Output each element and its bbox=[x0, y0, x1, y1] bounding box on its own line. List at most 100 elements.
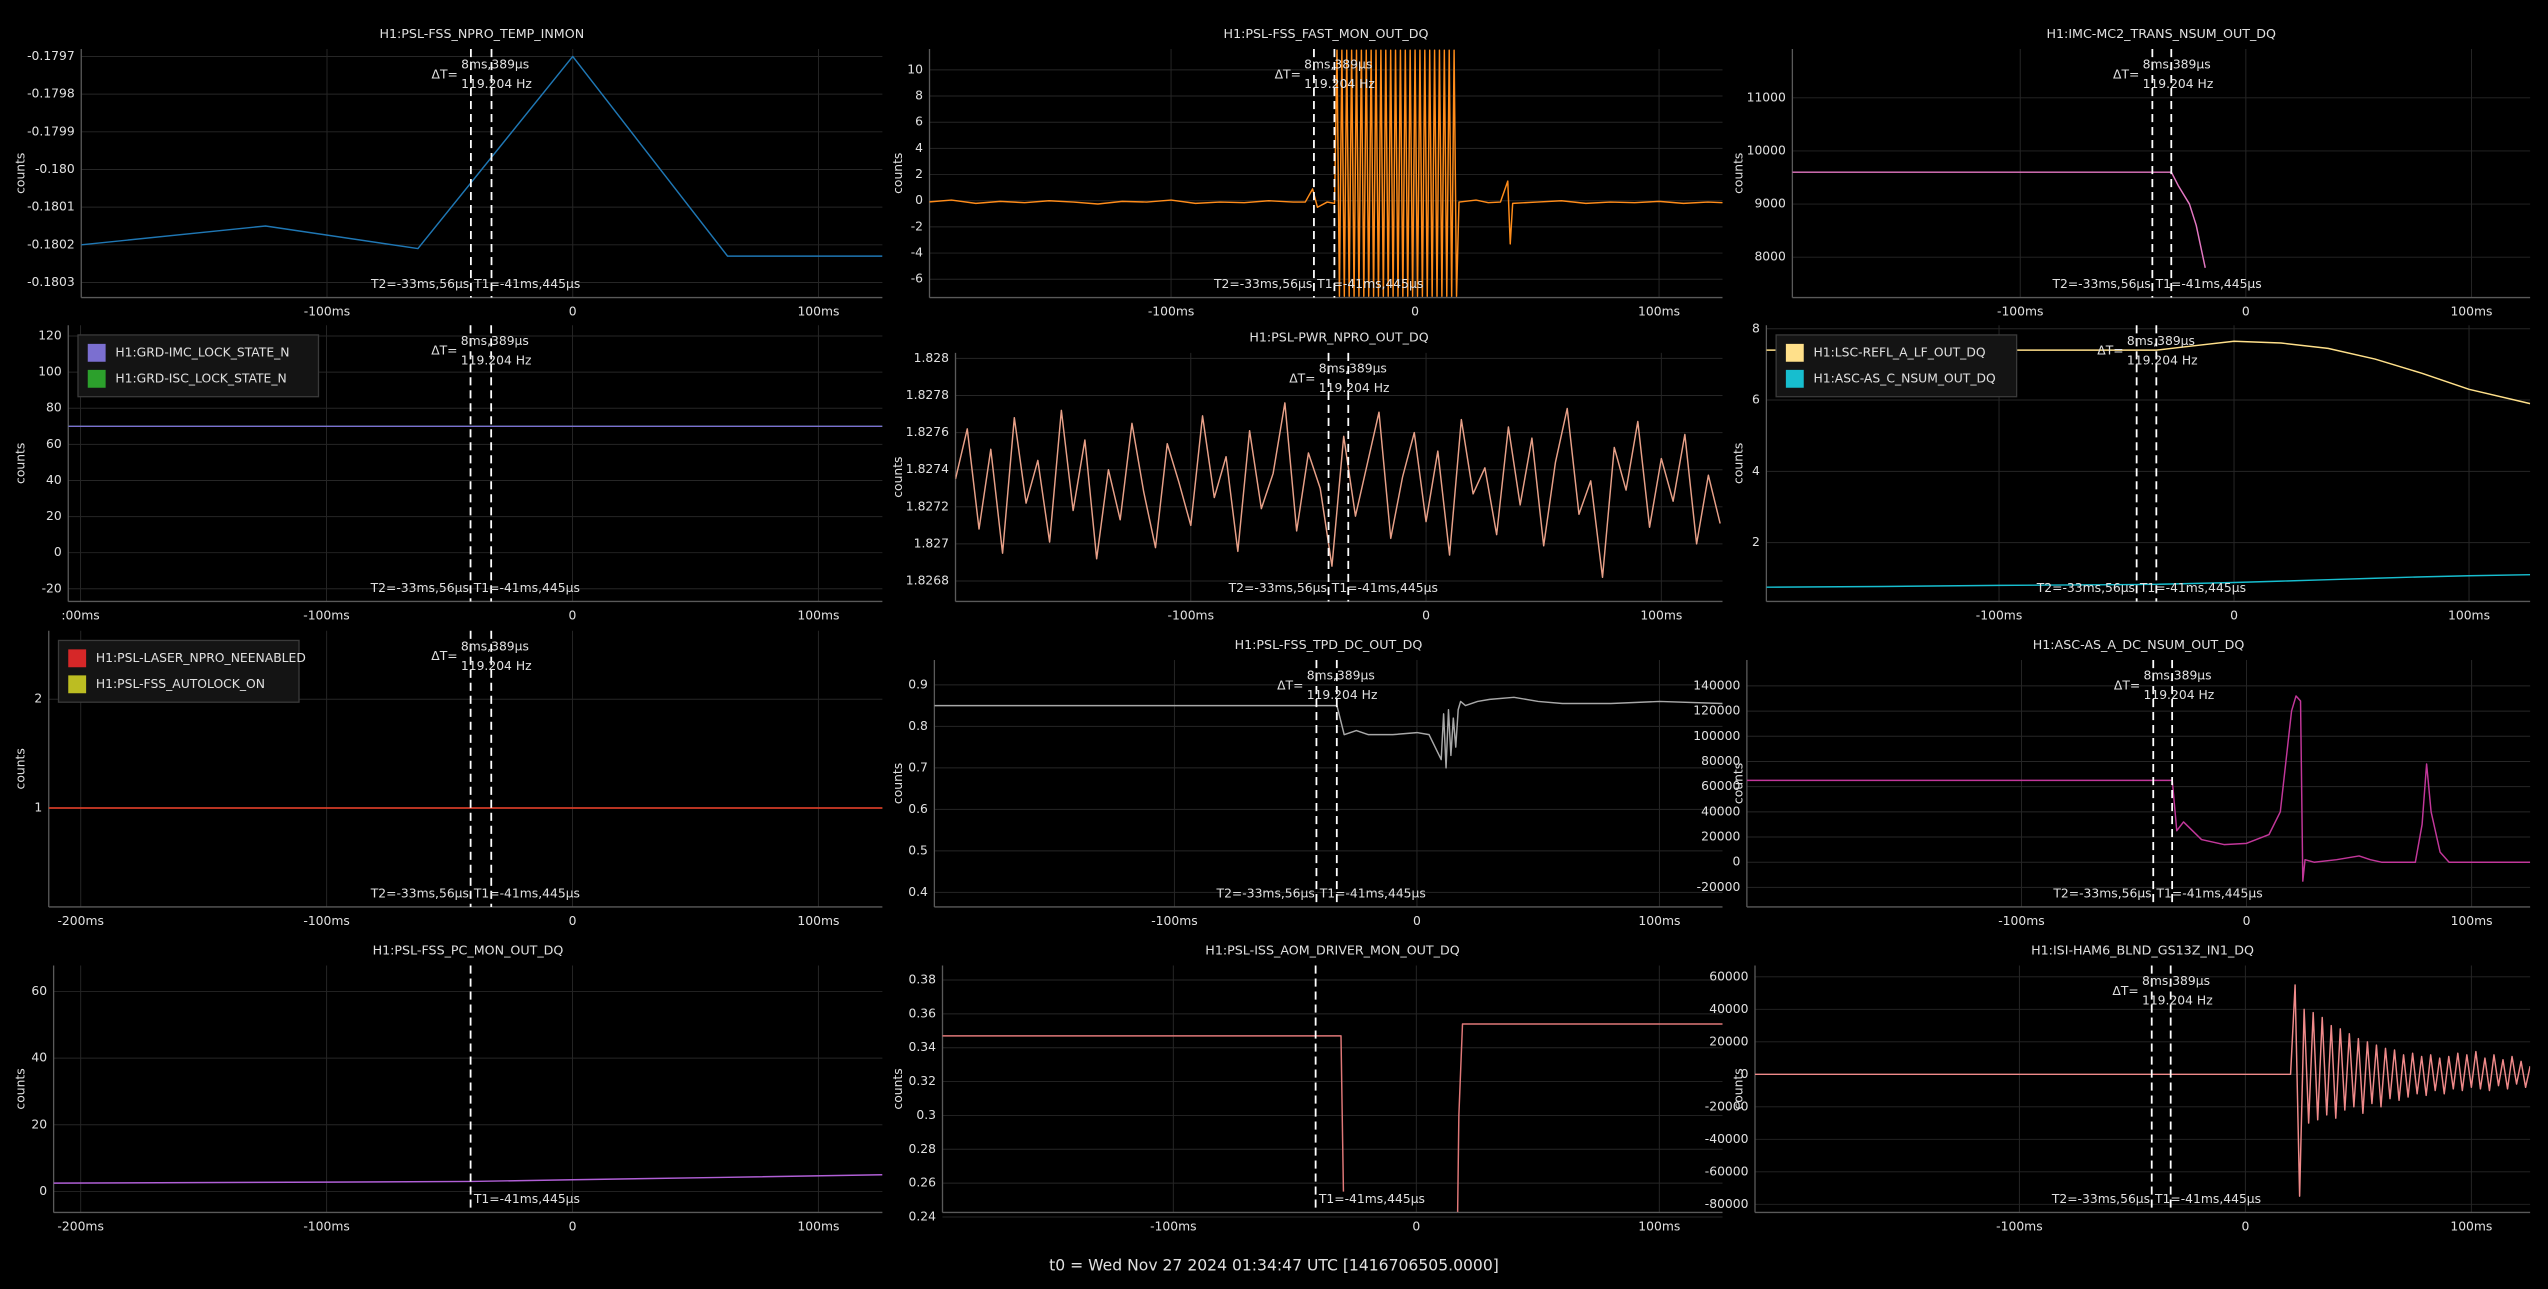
y-tick-label: 140000 bbox=[1693, 678, 1740, 692]
y-tick-label: -2 bbox=[911, 219, 923, 233]
y-tick-label: 0.24 bbox=[909, 1210, 937, 1224]
x-tick-label: -100ms bbox=[1976, 609, 2022, 623]
cursor-t2-label: T2=-33ms,56µs bbox=[370, 886, 469, 900]
delta-freq: 119.204 Hz bbox=[2143, 77, 2214, 91]
y-tick-label: 1.8276 bbox=[906, 425, 949, 439]
cursor-t2-label: T2=-33ms,56µs bbox=[1213, 277, 1312, 291]
plot-panel: 0.24 0.26 0.28 0.3 0.32 0.34 0.36 0.38 -100ms 0 10… bbox=[891, 942, 1723, 1234]
y-tick-label: 4 bbox=[1752, 464, 1760, 478]
y-axis-label: counts bbox=[14, 748, 28, 789]
y-tick-label: 60 bbox=[46, 437, 62, 451]
traces bbox=[53, 1174, 883, 1184]
delta-time: 8ms,389µs bbox=[2143, 58, 2211, 72]
delta-time: 8ms,389µs bbox=[461, 334, 529, 348]
y-tick-label: 0 bbox=[54, 545, 62, 559]
chart-title: H1:ISI-HAM6_BLND_GS13Z_IN1_DQ bbox=[2031, 942, 2254, 957]
y-tick-label: 80000 bbox=[1701, 754, 1740, 768]
x-tick-label: -100ms bbox=[1997, 305, 2043, 319]
plot-panel: 1.8268 1.827 1.8272 1.8274 1.8276 1.8278 1.828… bbox=[891, 330, 1723, 623]
plot-panel: 0 20 40 60 -200ms -100ms 0 100ms H1:PSL-FSS_PC_M… bbox=[14, 942, 883, 1234]
delta-time: 8ms,389µs bbox=[461, 58, 529, 72]
y-tick-label: 0 bbox=[1733, 855, 1741, 869]
trace bbox=[934, 696, 1723, 769]
y-tick-label: 0.3 bbox=[916, 1108, 936, 1122]
y-tick-label: 0.9 bbox=[908, 677, 928, 691]
legend-label: H1:PSL-FSS_AUTOLOCK_ON bbox=[96, 677, 265, 691]
trace bbox=[955, 402, 1721, 579]
y-tick-label: -0.1801 bbox=[27, 200, 75, 214]
x-tick-label: 100ms bbox=[797, 914, 839, 928]
legend-box bbox=[77, 334, 320, 398]
traces bbox=[1746, 695, 2531, 882]
trace bbox=[942, 1023, 1723, 1212]
y-tick-label: -0.180 bbox=[35, 162, 75, 176]
x-tick-label: 0 bbox=[569, 1220, 577, 1234]
legend-box bbox=[57, 639, 300, 703]
x-tick-label: 100ms bbox=[2448, 609, 2490, 623]
x-tick-label: -100ms bbox=[303, 914, 349, 928]
y-tick-label: 60 bbox=[31, 984, 47, 998]
x-tick-label: 0 bbox=[2230, 609, 2238, 623]
delta-time: 8ms,389µs bbox=[461, 639, 529, 653]
delta-freq: 119.204 Hz bbox=[461, 353, 532, 367]
delta-freq: 119.204 Hz bbox=[2142, 994, 2213, 1008]
delta-time: 8ms,389µs bbox=[1319, 362, 1387, 376]
cursor-t2-label: T2=-33ms,56µs bbox=[370, 581, 469, 595]
y-tick-label: 11000 bbox=[1747, 90, 1786, 104]
trace bbox=[1792, 171, 2206, 268]
delta-label: ΔT= bbox=[2113, 67, 2139, 81]
y-tick-label: 1.8272 bbox=[906, 499, 949, 513]
y-tick-label: 60000 bbox=[1709, 969, 1748, 983]
y-tick-label: 10 bbox=[907, 62, 923, 76]
y-tick-label: 0.36 bbox=[909, 1006, 937, 1020]
y-tick-label: 100000 bbox=[1693, 729, 1740, 743]
y-tick-label: -6 bbox=[911, 272, 923, 286]
cursor-t1-label: T1=-41ms,445µs bbox=[1318, 1192, 1425, 1206]
x-tick-label: -100ms bbox=[1998, 914, 2044, 928]
x-tick-label: 100ms bbox=[2450, 305, 2492, 319]
y-tick-label: 8000 bbox=[1754, 250, 1786, 264]
y-axis-label: counts bbox=[891, 1068, 905, 1109]
y-tick-label: 6 bbox=[1752, 393, 1760, 407]
y-tick-label: 40000 bbox=[1709, 1002, 1748, 1016]
plot-panel: -6 -4 -2 0 2 4 6 8 10 -100ms 0 100ms H1:PSL-FSS_FAST… bbox=[891, 26, 1723, 319]
legend-swatch bbox=[68, 649, 87, 668]
x-tick-label: -200ms bbox=[57, 914, 103, 928]
y-tick-label: 2 bbox=[34, 692, 42, 706]
traces bbox=[1792, 171, 2206, 268]
delta-label: ΔT= bbox=[2097, 344, 2123, 358]
x-tick-label: 100ms bbox=[2450, 1220, 2492, 1234]
y-tick-label: 0.8 bbox=[908, 719, 928, 733]
y-tick-label: -40000 bbox=[1705, 1132, 1749, 1146]
plot-panel: 1 2 -200ms -100ms 0 100ms counts H1:PSL-LASER_N… bbox=[14, 630, 883, 928]
y-tick-label: 0.5 bbox=[908, 843, 928, 857]
legend-swatch bbox=[1785, 369, 1804, 388]
y-tick-label: 0.4 bbox=[908, 885, 928, 899]
y-tick-label: 0 bbox=[39, 1184, 47, 1198]
y-axis-label: counts bbox=[891, 153, 905, 194]
y-tick-label: 120 bbox=[38, 329, 62, 343]
y-tick-label: -4 bbox=[911, 246, 923, 260]
y-tick-label: 0.7 bbox=[908, 760, 928, 774]
y-tick-label: 6 bbox=[915, 115, 923, 129]
y-tick-label: 120000 bbox=[1693, 704, 1740, 718]
chart-title: H1:PSL-PWR_NPRO_OUT_DQ bbox=[1249, 330, 1428, 345]
y-tick-label: 2 bbox=[915, 167, 923, 181]
delta-time: 8ms,389µs bbox=[2142, 974, 2210, 988]
legend-swatch bbox=[68, 675, 87, 694]
x-tick-label: 0 bbox=[2243, 914, 2251, 928]
y-axis-label: counts bbox=[1731, 763, 1745, 804]
y-tick-label: 8 bbox=[1752, 321, 1760, 335]
x-tick-label: 0 bbox=[1411, 305, 1419, 319]
delta-freq: 119.204 Hz bbox=[1319, 381, 1390, 395]
cursor-t2-label: T2=-33ms,56µs bbox=[2051, 1192, 2150, 1206]
chart-title: H1:PSL-ISS_AOM_DRIVER_MON_OUT_DQ bbox=[1205, 942, 1459, 957]
y-tick-label: 100 bbox=[38, 365, 62, 379]
y-tick-label: 0.6 bbox=[908, 802, 928, 816]
cursor-t1-label: T1=-41ms,445µs bbox=[2154, 1192, 2261, 1206]
cursor-t1-label: T1=-41ms,445µs bbox=[1319, 886, 1426, 900]
plot-panel: 2 4 6 8 -100ms 0 100ms counts H1:LSC-REFL_A_LF_O… bbox=[1731, 321, 2531, 623]
plot-panel: -20 0 20 40 60 80 100 120:00ms -100ms 0 100ms count… bbox=[14, 325, 883, 623]
y-axis-label: counts bbox=[14, 443, 28, 484]
footer-t0: t0 = Wed Nov 27 2024 01:34:47 UTC [14167… bbox=[1049, 1257, 1499, 1275]
